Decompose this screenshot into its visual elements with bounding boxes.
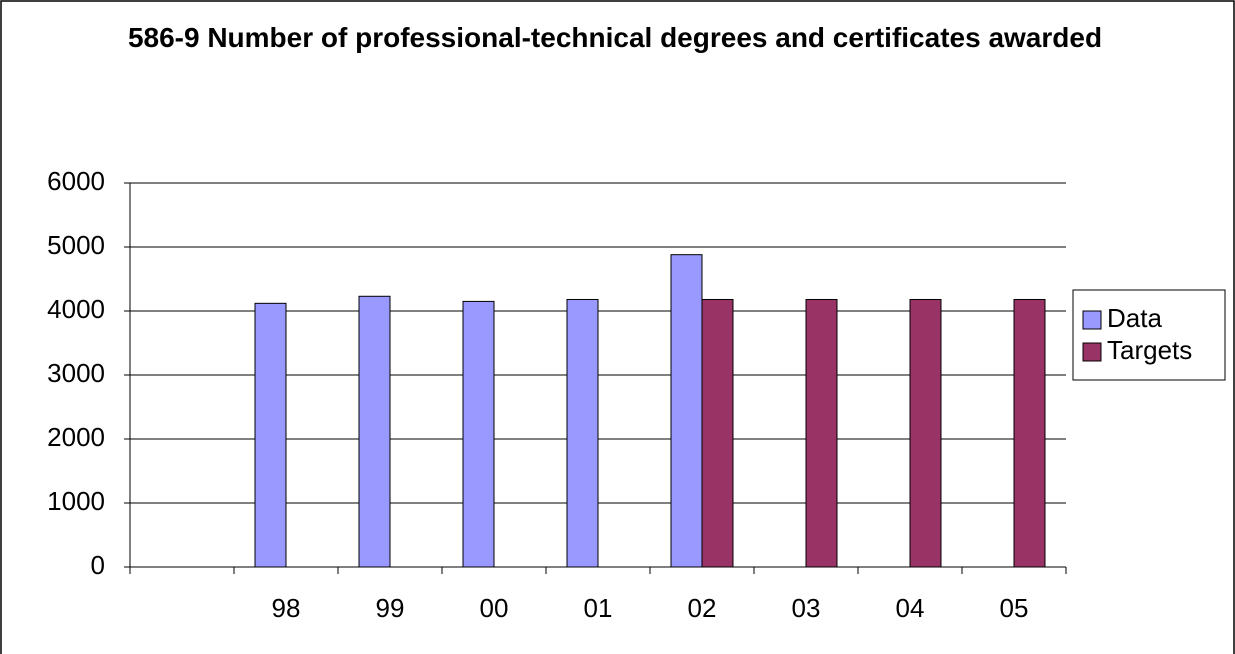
- x-tick-label: 02: [688, 593, 717, 623]
- y-tick-label: 0: [91, 550, 105, 580]
- x-tick-label: 05: [1000, 593, 1029, 623]
- x-tick-label: 98: [272, 593, 301, 623]
- legend-label: Targets: [1107, 335, 1192, 365]
- x-tick-label: 04: [896, 593, 925, 623]
- bar: [909, 298, 942, 568]
- y-tick-label: 5000: [47, 230, 105, 260]
- y-tick-label: 1000: [47, 486, 105, 516]
- chart-title: 586-9 Number of professional-technical d…: [127, 22, 1103, 53]
- legend-label: Data: [1107, 303, 1162, 333]
- legend-box: [1072, 289, 1226, 381]
- legend-swatch: [1082, 310, 1102, 330]
- y-tick-label: 4000: [47, 294, 105, 324]
- y-tick-label: 6000: [47, 166, 105, 196]
- legend-swatch: [1082, 342, 1102, 362]
- bar: [358, 295, 391, 568]
- y-tick-label: 3000: [47, 358, 105, 388]
- bar: [670, 254, 703, 568]
- bar: [462, 300, 495, 568]
- bar: [701, 298, 734, 568]
- x-tick-label: 00: [480, 593, 509, 623]
- bar: [805, 298, 838, 568]
- y-tick-label: 2000: [47, 422, 105, 452]
- bar: [254, 302, 287, 568]
- x-tick-label: 01: [584, 593, 613, 623]
- bar: [1013, 298, 1046, 568]
- x-tick-label: 03: [792, 593, 821, 623]
- x-tick-label: 99: [376, 593, 405, 623]
- bar: [566, 298, 599, 568]
